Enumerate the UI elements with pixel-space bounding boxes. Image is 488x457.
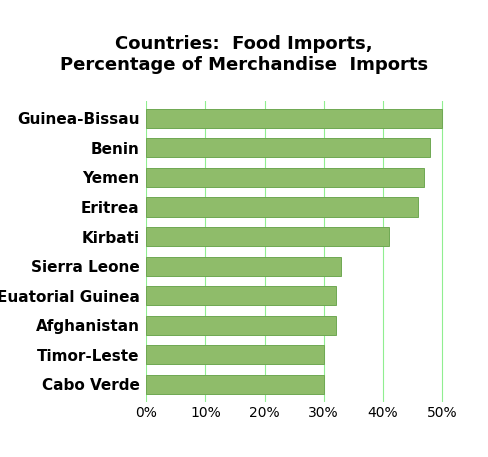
Bar bbox=[146, 316, 336, 335]
Bar bbox=[146, 375, 324, 394]
Bar bbox=[146, 168, 424, 187]
Bar bbox=[146, 197, 418, 217]
Bar bbox=[146, 227, 389, 246]
Text: Countries:  Food Imports,
Percentage of Merchandise  Imports: Countries: Food Imports, Percentage of M… bbox=[60, 36, 428, 74]
Bar bbox=[146, 138, 430, 158]
Bar bbox=[146, 256, 342, 276]
Bar bbox=[146, 286, 336, 305]
Bar bbox=[146, 109, 442, 128]
Bar bbox=[146, 345, 324, 365]
